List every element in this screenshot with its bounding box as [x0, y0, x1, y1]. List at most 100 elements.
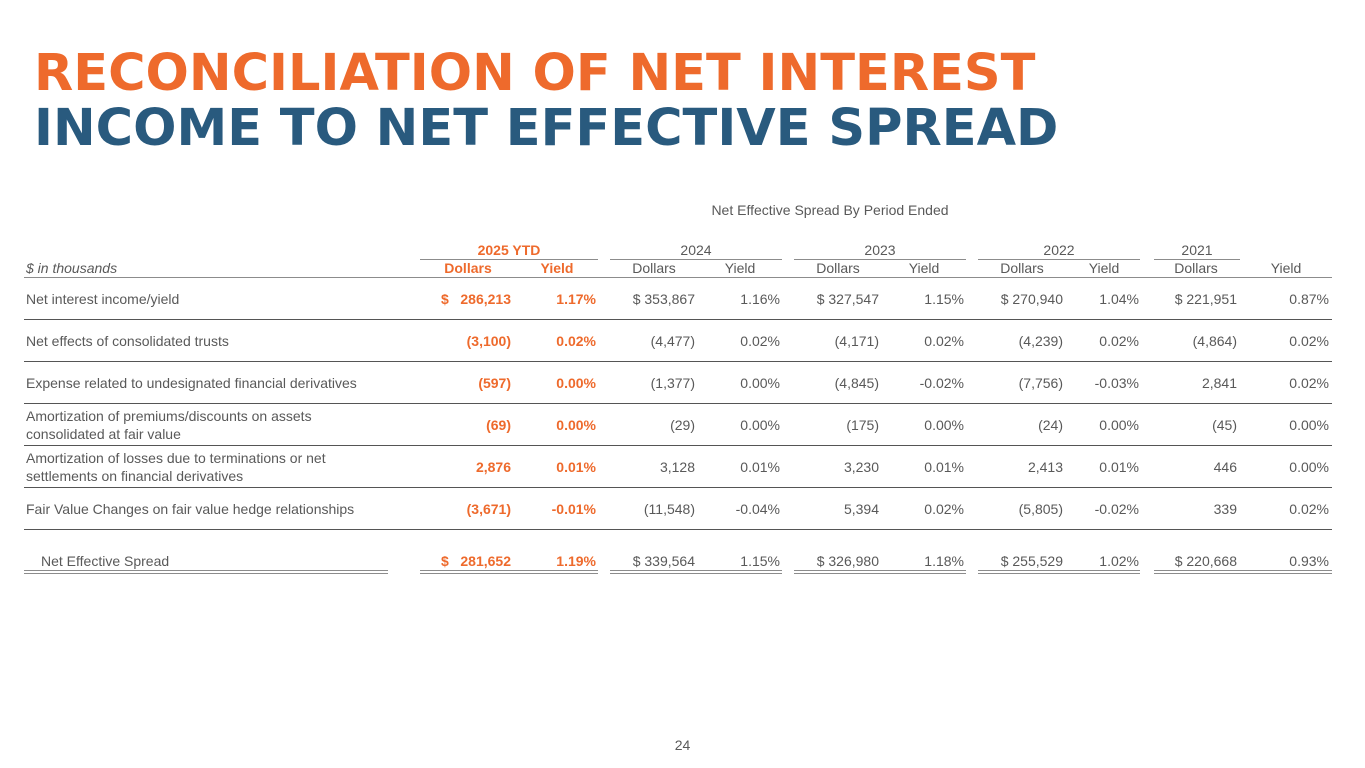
total-yield: 0.93% [1289, 553, 1329, 569]
column-header-yield: Yield [540, 260, 574, 276]
column-header-yield: Yield [724, 260, 756, 276]
row-divider [24, 529, 1332, 530]
total-yield: 1.19% [556, 553, 596, 569]
year-underline [420, 259, 598, 260]
cell-yield: 0.01% [740, 459, 780, 475]
cell-yield: 0.02% [556, 333, 596, 349]
total-double-underline [1154, 570, 1332, 574]
year-header: 2023 [864, 242, 896, 258]
cell-yield: 0.01% [1099, 459, 1139, 475]
total-yield: 1.02% [1099, 553, 1139, 569]
header-rule [24, 277, 1332, 278]
column-header-dollars: Dollars [816, 260, 860, 276]
cell-dollars: (7,756) [1018, 375, 1063, 391]
cell-dollars: (69) [486, 417, 511, 433]
cell-yield: 0.00% [924, 417, 964, 433]
total-double-underline [420, 570, 598, 574]
year-underline [794, 259, 966, 260]
cell-dollars: (4,171) [834, 333, 879, 349]
cell-yield: 1.04% [1099, 291, 1139, 307]
column-header-yield: Yield [908, 260, 940, 276]
total-double-underline [794, 570, 966, 574]
cell-yield: 1.16% [740, 291, 780, 307]
year-header: 2021 [1181, 242, 1213, 258]
year-header: 2024 [680, 242, 712, 258]
cell-yield: 0.00% [740, 375, 780, 391]
cell-dollars: 446 [1213, 459, 1237, 475]
cell-yield: 0.00% [740, 417, 780, 433]
cell-dollars: (4,864) [1192, 333, 1237, 349]
cell-dollars: (29) [670, 417, 695, 433]
row-divider [24, 319, 1332, 320]
cell-yield: 1.17% [556, 291, 596, 307]
page-number: 24 [674, 737, 691, 753]
cell-yield: 0.00% [1289, 459, 1329, 475]
row-label: Fair Value Changes on fair value hedge r… [26, 501, 355, 517]
cell-yield: 0.87% [1289, 291, 1329, 307]
table-caption: Net Effective Spread By Period Ended [711, 202, 949, 218]
cell-dollars: $ 327,547 [816, 291, 879, 307]
cell-dollars: 2,841 [1201, 375, 1237, 391]
total-double-underline [978, 570, 1140, 574]
total-yield: 1.15% [740, 553, 780, 569]
total-double-underline [610, 570, 782, 574]
cell-yield: -0.02% [919, 375, 964, 391]
total-dollars: $ 220,668 [1174, 553, 1237, 569]
cell-yield: -0.03% [1094, 375, 1139, 391]
cell-yield: 0.02% [1289, 333, 1329, 349]
cell-dollars: $ 353,867 [632, 291, 695, 307]
column-header-yield: Yield [1270, 260, 1302, 276]
total-label: Net Effective Spread [41, 553, 170, 569]
cell-yield: 0.00% [1099, 417, 1139, 433]
cell-dollars: 339 [1213, 501, 1237, 517]
column-header-dollars: Dollars [1174, 260, 1218, 276]
cell-dollars: (597) [478, 375, 511, 391]
cell-dollars: 5,394 [843, 501, 879, 517]
cell-yield: -0.01% [551, 501, 596, 517]
row-divider [24, 403, 1332, 404]
cell-dollars: (175) [846, 417, 879, 433]
row-label: Expense related to undesignated financia… [26, 375, 357, 391]
column-header-dollars: Dollars [444, 260, 492, 276]
total-dollars: $ 281,652 [440, 553, 511, 569]
cell-dollars: (4,845) [834, 375, 879, 391]
cell-yield: 0.02% [924, 501, 964, 517]
row-divider [24, 445, 1332, 446]
cell-dollars: $ 221,951 [1174, 291, 1237, 307]
year-underline [978, 259, 1140, 260]
total-dollars: $ 326,980 [816, 553, 879, 569]
cell-yield: 0.00% [556, 375, 596, 391]
cell-yield: 0.02% [1099, 333, 1139, 349]
row-label: Net effects of consolidated trusts [26, 333, 229, 349]
column-header-yield: Yield [1088, 260, 1120, 276]
cell-yield: 0.00% [556, 417, 596, 433]
cell-yield: 0.01% [924, 459, 964, 475]
cell-yield: 1.15% [924, 291, 964, 307]
cell-dollars: 3,230 [843, 459, 879, 475]
cell-yield: 0.02% [1289, 375, 1329, 391]
total-double-underline [24, 570, 388, 574]
column-header-dollars: Dollars [1000, 260, 1044, 276]
cell-dollars: (1,377) [650, 375, 695, 391]
cell-dollars: (4,239) [1018, 333, 1063, 349]
title-line-1: RECONCILIATION OF NET INTEREST [34, 44, 1036, 103]
cell-dollars: (45) [1212, 417, 1237, 433]
cell-yield: 0.02% [924, 333, 964, 349]
page-title: RECONCILIATION OF NET INTEREST INCOME TO… [34, 46, 1058, 156]
cell-yield: 0.02% [740, 333, 780, 349]
row-divider [24, 487, 1332, 488]
cell-dollars: 2,876 [475, 459, 511, 475]
row-label: Net interest income/yield [26, 291, 180, 307]
cell-yield: -0.02% [1094, 501, 1139, 517]
cell-yield: 0.00% [1289, 417, 1329, 433]
units-label: $ in thousands [26, 260, 118, 276]
row-divider [24, 361, 1332, 362]
year-underline [1154, 259, 1240, 260]
cell-yield: 0.01% [556, 459, 596, 475]
cell-dollars: 3,128 [659, 459, 695, 475]
cell-dollars: (11,548) [643, 501, 695, 517]
year-header: 2025 YTD [477, 242, 541, 258]
cell-dollars: (5,805) [1018, 501, 1063, 517]
year-underline [610, 259, 782, 260]
year-header: 2022 [1043, 242, 1075, 258]
